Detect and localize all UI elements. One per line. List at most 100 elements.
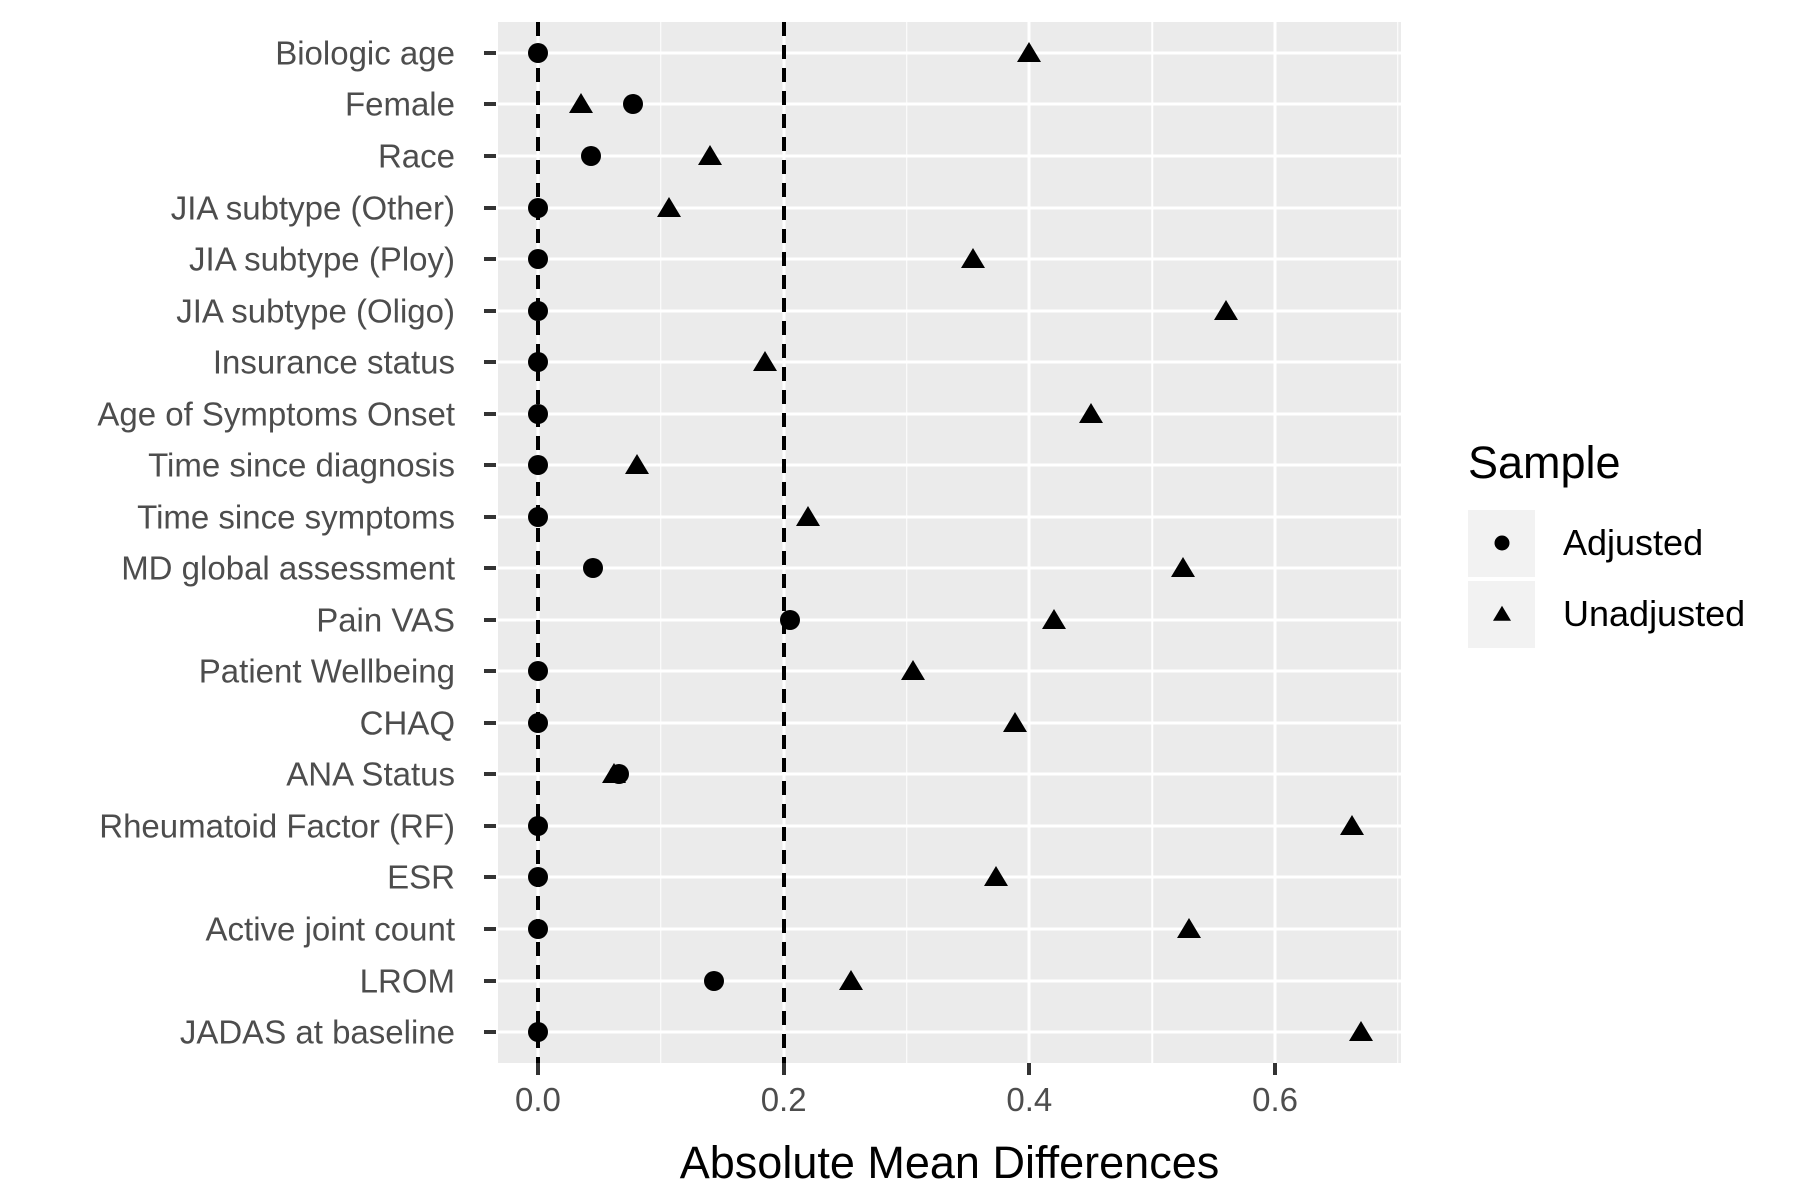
gridline-horizontal bbox=[498, 154, 1401, 158]
y-axis-label: JIA subtype (Other) bbox=[170, 189, 455, 227]
gridline-horizontal bbox=[498, 412, 1401, 416]
unadjusted-marker bbox=[1078, 402, 1103, 423]
gridline-horizontal bbox=[498, 772, 1401, 776]
adjusted-marker bbox=[527, 197, 548, 218]
x-axis-tick bbox=[1273, 1063, 1278, 1075]
y-axis-label: Time since symptoms bbox=[137, 498, 455, 536]
unadjusted-marker bbox=[1213, 299, 1238, 320]
y-axis-tick bbox=[484, 566, 496, 571]
unadjusted-marker bbox=[1170, 557, 1195, 578]
unadjusted-marker bbox=[568, 93, 593, 114]
gridline-horizontal bbox=[498, 618, 1401, 622]
gridline-horizontal bbox=[498, 360, 1401, 364]
y-axis-label: JADAS at baseline bbox=[179, 1013, 455, 1051]
unadjusted-marker bbox=[1017, 41, 1042, 62]
y-axis-label: ANA Status bbox=[286, 755, 455, 793]
gridline-horizontal bbox=[498, 206, 1401, 210]
y-axis-label: Active joint count bbox=[205, 910, 455, 948]
adjusted-marker bbox=[527, 661, 548, 682]
unadjusted-marker bbox=[1349, 1021, 1374, 1042]
gridline-horizontal bbox=[498, 669, 1401, 673]
gridline-horizontal bbox=[498, 102, 1401, 106]
dashed-reference-line bbox=[535, 22, 540, 1063]
circle-marker-icon bbox=[1494, 535, 1509, 551]
y-axis-tick bbox=[484, 360, 496, 365]
adjusted-marker bbox=[609, 764, 629, 785]
y-axis-tick bbox=[484, 1030, 496, 1035]
y-axis-tick bbox=[484, 927, 496, 931]
legend-entry-unadjusted: Unadjusted bbox=[1468, 580, 1746, 648]
y-axis-tick bbox=[484, 50, 496, 55]
y-axis-tick bbox=[484, 823, 496, 828]
y-axis-label: Rheumatoid Factor (RF) bbox=[99, 807, 455, 845]
adjusted-marker bbox=[527, 249, 548, 270]
y-axis-label: Race bbox=[377, 137, 455, 175]
gridline-horizontal bbox=[498, 721, 1401, 725]
gridline-horizontal bbox=[498, 979, 1401, 983]
legend-entry-adjusted: Adjusted bbox=[1468, 509, 1745, 577]
adjusted-marker bbox=[703, 970, 724, 991]
unadjusted-marker bbox=[960, 248, 985, 269]
y-axis-label: MD global assessment bbox=[121, 549, 455, 587]
y-axis-tick bbox=[484, 102, 496, 107]
adjusted-marker bbox=[527, 815, 548, 836]
y-axis-tick bbox=[484, 205, 496, 210]
y-axis-tick bbox=[484, 411, 496, 416]
adjusted-marker bbox=[527, 1022, 548, 1043]
y-axis-label: Pain VAS bbox=[316, 601, 455, 639]
gridline-horizontal bbox=[498, 927, 1401, 931]
y-axis-tick bbox=[484, 669, 496, 674]
gridline-vertical-major bbox=[1027, 22, 1031, 1063]
unadjusted-marker bbox=[1041, 608, 1066, 629]
y-axis-label: CHAQ bbox=[359, 704, 455, 742]
y-axis-label: JIA subtype (Oligo) bbox=[176, 292, 455, 330]
y-axis-label: JIA subtype (Ploy) bbox=[189, 240, 455, 278]
y-axis-label: Time since diagnosis bbox=[148, 446, 455, 484]
legend-key-box bbox=[1468, 580, 1535, 648]
gridline-horizontal bbox=[498, 515, 1401, 519]
y-axis-label: Female bbox=[344, 85, 455, 123]
x-axis-tick-label: 0.2 bbox=[760, 1081, 807, 1118]
unadjusted-marker bbox=[1177, 918, 1202, 938]
legend: Sample Adjusted Unadjusted bbox=[1468, 438, 1745, 652]
y-axis-tick bbox=[484, 617, 496, 622]
unadjusted-marker bbox=[796, 505, 821, 526]
x-axis-tick bbox=[535, 1063, 540, 1075]
y-axis-tick bbox=[484, 875, 496, 880]
adjusted-marker bbox=[580, 145, 601, 166]
x-axis-tick bbox=[1027, 1063, 1032, 1075]
y-axis-tick bbox=[484, 463, 496, 468]
x-axis-title: Absolute Mean Differences bbox=[679, 1137, 1220, 1188]
plot-panel bbox=[498, 22, 1401, 1063]
dashed-reference-line bbox=[781, 22, 786, 1063]
adjusted-marker bbox=[527, 455, 548, 476]
unadjusted-marker bbox=[984, 866, 1009, 887]
gridline-horizontal bbox=[498, 875, 1401, 879]
y-axis-tick bbox=[484, 514, 496, 519]
unadjusted-marker bbox=[839, 969, 864, 990]
gridline-vertical-major bbox=[1273, 22, 1277, 1063]
adjusted-marker bbox=[527, 403, 548, 424]
gridline-horizontal bbox=[498, 463, 1401, 467]
y-axis-label: ESR bbox=[387, 858, 455, 896]
legend-label: Unadjusted bbox=[1563, 593, 1746, 634]
unadjusted-marker bbox=[1002, 711, 1027, 732]
adjusted-marker bbox=[527, 919, 548, 939]
y-axis-tick bbox=[484, 978, 496, 983]
unadjusted-marker bbox=[657, 196, 682, 217]
unadjusted-marker bbox=[1340, 814, 1365, 835]
unadjusted-marker bbox=[625, 454, 650, 475]
adjusted-marker bbox=[583, 558, 604, 579]
x-axis-tick bbox=[781, 1063, 786, 1075]
y-axis-tick bbox=[484, 772, 496, 777]
gridline-horizontal bbox=[498, 824, 1401, 828]
y-axis-label: Age of Symptoms Onset bbox=[97, 395, 455, 433]
y-axis-tick bbox=[484, 257, 496, 262]
x-axis-tick-label: 0.0 bbox=[514, 1081, 561, 1118]
x-axis-tick-label: 0.6 bbox=[1252, 1081, 1298, 1118]
y-axis-label: Biologic age bbox=[275, 34, 455, 72]
gridline-horizontal bbox=[498, 1030, 1401, 1034]
y-axis-label: LROM bbox=[359, 962, 455, 1000]
y-axis-label: Insurance status bbox=[212, 343, 455, 381]
